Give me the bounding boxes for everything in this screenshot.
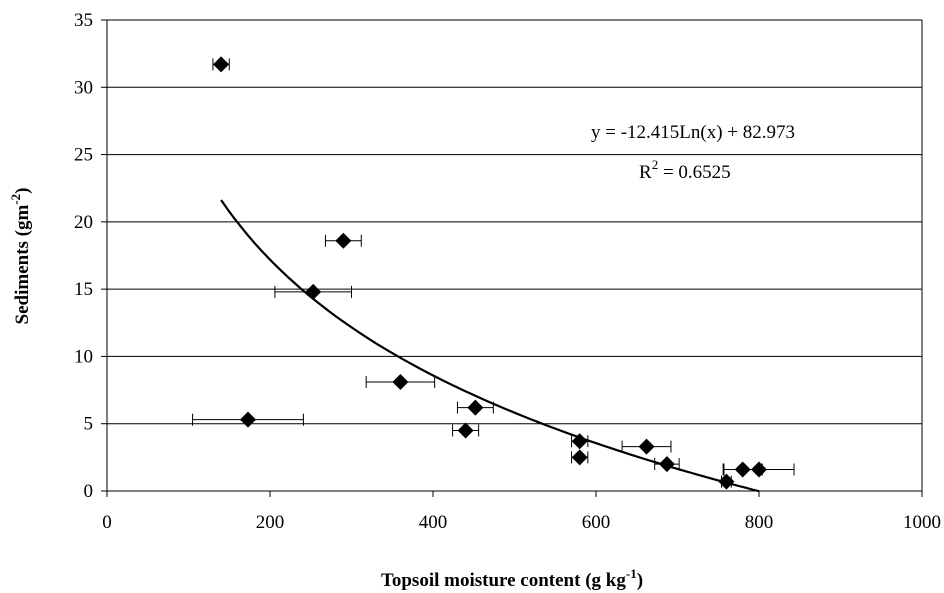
x-tick-label: 600: [582, 512, 611, 533]
data-point-diamond: [335, 232, 352, 249]
data-point-diamond: [718, 473, 735, 490]
x-tick-label: 800: [745, 512, 774, 533]
axes: [101, 19, 923, 497]
data-point-diamond: [658, 456, 675, 473]
data-points: [213, 56, 767, 490]
y-tick-label: 20: [74, 212, 93, 233]
y-axis-title: Sediments (gm-2): [8, 188, 33, 325]
trendline: [220, 199, 760, 493]
x-tick-labels: 0 200 400 600 800 1000: [102, 512, 941, 533]
trendline-group: [220, 199, 760, 493]
x-tick-label: 400: [419, 512, 448, 533]
data-point-diamond: [734, 461, 751, 478]
data-point-diamond: [467, 399, 484, 416]
data-point-diamond: [571, 433, 588, 450]
data-point-diamond: [239, 411, 256, 428]
r-squared-label: R2 = 0.6525: [639, 157, 731, 183]
data-point-diamond: [392, 373, 409, 390]
gridlines: [107, 19, 922, 425]
data-point-diamond: [638, 438, 655, 455]
data-point-diamond: [213, 56, 230, 73]
y-tick-label: 10: [74, 346, 93, 367]
y-tick-label: 15: [74, 279, 93, 300]
y-tick-label: 35: [74, 10, 93, 31]
x-tick-label: 1000: [903, 512, 941, 533]
x-tick-label: 200: [256, 512, 285, 533]
data-point-diamond: [457, 422, 474, 439]
y-tick-labels: 0 5 10 15 20 25 30 35: [74, 10, 93, 502]
data-point-diamond: [571, 449, 588, 466]
trendline-equation: y = -12.415Ln(x) + 82.973: [591, 122, 795, 143]
x-axis-title: Topsoil moisture content (g kg-1): [381, 566, 643, 591]
y-tick-label: 25: [74, 145, 93, 166]
y-tick-label: 30: [74, 77, 93, 98]
y-tick-label: 0: [84, 481, 94, 502]
data-point-diamond: [305, 283, 322, 300]
data-point-diamond: [751, 461, 767, 478]
x-tick-label: 0: [102, 512, 112, 533]
y-tick-label: 5: [84, 414, 94, 435]
